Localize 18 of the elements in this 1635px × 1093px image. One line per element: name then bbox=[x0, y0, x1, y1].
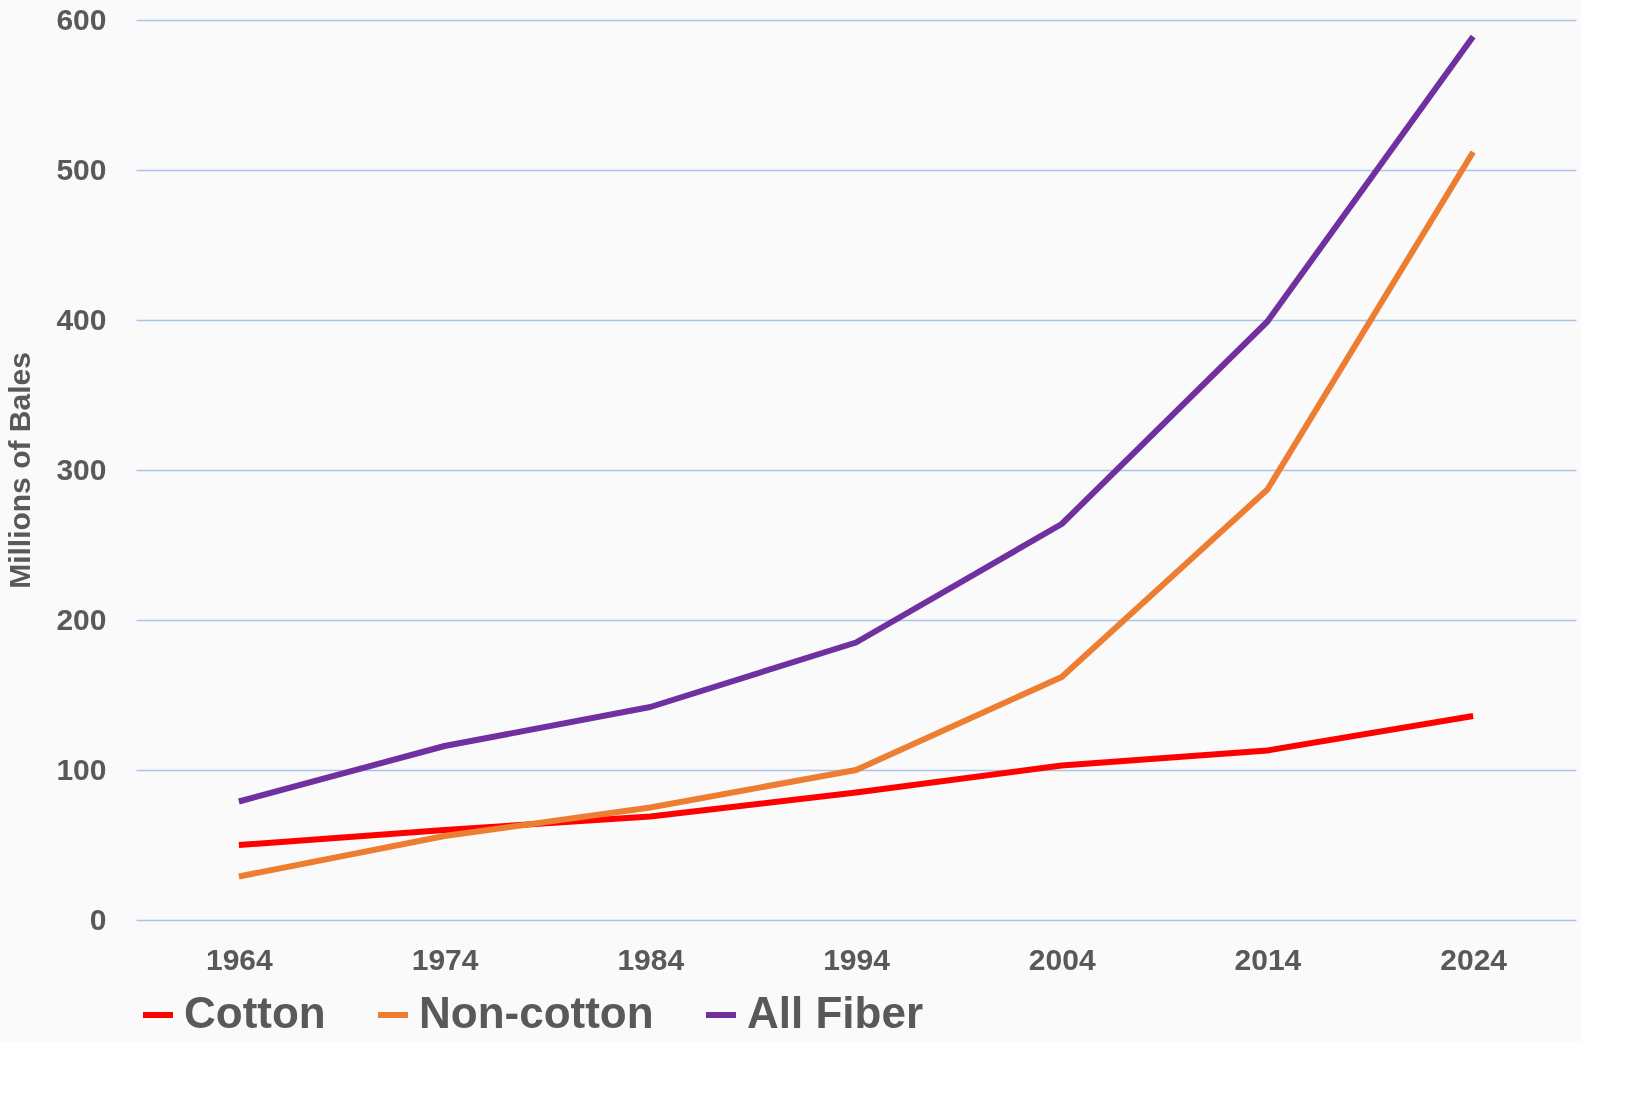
x-tick-label: 2014 bbox=[1234, 942, 1302, 976]
y-tick-label: 100 bbox=[56, 752, 107, 786]
y-axis-title: Millions of Bales bbox=[3, 352, 37, 589]
legend-label: Non-cotton bbox=[419, 988, 654, 1037]
y-tick-label: 200 bbox=[56, 602, 107, 636]
y-tick-label: 0 bbox=[89, 902, 107, 936]
x-tick-label: 2024 bbox=[1440, 942, 1508, 976]
x-tick-label: 1984 bbox=[617, 942, 685, 976]
y-tick-label: 600 bbox=[56, 2, 107, 36]
y-tick-label: 400 bbox=[56, 302, 107, 336]
legend-label: Cotton bbox=[184, 988, 326, 1037]
x-tick-label: 1994 bbox=[823, 942, 891, 976]
y-tick-label: 500 bbox=[56, 152, 107, 186]
x-tick-label: 2004 bbox=[1028, 942, 1096, 976]
x-tick-label: 1974 bbox=[411, 942, 479, 976]
legend-label: All Fiber bbox=[747, 988, 924, 1037]
x-tick-label: 1964 bbox=[205, 942, 274, 976]
y-tick-label: 300 bbox=[56, 452, 107, 486]
